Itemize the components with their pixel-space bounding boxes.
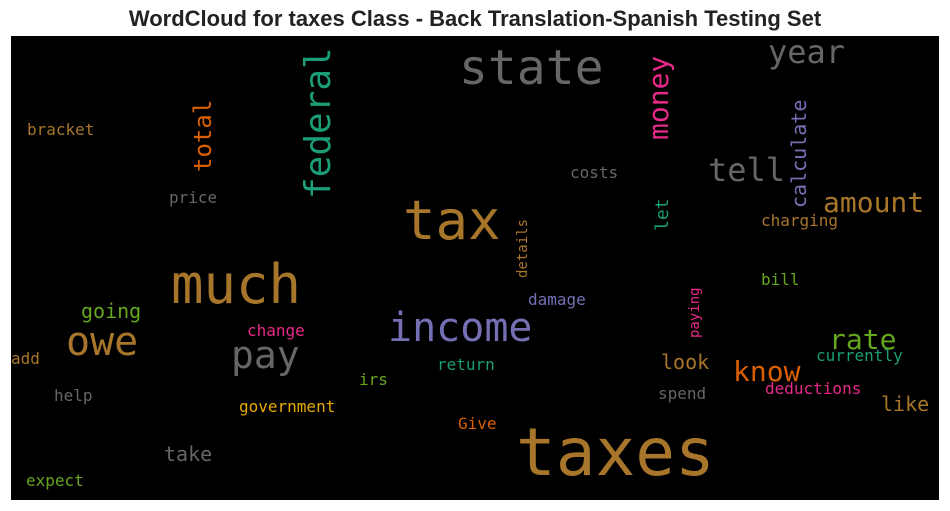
word-charging: charging <box>761 211 839 230</box>
word-take: take <box>164 442 213 466</box>
wordcloud-canvas: taxes much tax state income federal owe pay year… <box>11 36 939 500</box>
word-currently: currently <box>816 346 903 365</box>
chart-title: WordCloud for taxes Class - Back Transla… <box>128 6 822 31</box>
word-return: return <box>437 355 495 374</box>
word-tell: tell <box>708 151 786 189</box>
word-going: going <box>81 299 142 323</box>
word-calculate: calculate <box>787 99 811 208</box>
word-total: total <box>189 99 217 172</box>
word-expect: expect <box>26 471 84 490</box>
word-federal: federal <box>298 47 339 199</box>
word-help: help <box>54 386 93 405</box>
word-change: change <box>247 321 305 340</box>
word-much: much <box>171 253 302 316</box>
word-deductions: deductions <box>765 379 862 398</box>
word-owe: owe <box>66 319 139 365</box>
word-year: year <box>768 36 846 71</box>
word-damage: damage <box>528 290 586 309</box>
word-spend: spend <box>658 384 707 403</box>
word-amount: amount <box>823 186 925 219</box>
word-money: money <box>642 55 675 140</box>
word-tax: tax <box>403 189 501 252</box>
word-income: income <box>388 305 533 351</box>
word-let: let <box>652 198 673 231</box>
word-bracket: bracket <box>27 120 95 139</box>
word-like: like <box>881 392 930 416</box>
word-details: details <box>515 218 531 278</box>
word-add: add <box>11 349 40 368</box>
word-government: government <box>239 397 336 416</box>
word-rate: rate <box>829 323 897 356</box>
word-paying: paying <box>687 287 703 338</box>
word-price: price <box>169 188 218 207</box>
word-bill: bill <box>761 270 800 289</box>
word-look: look <box>661 350 710 374</box>
word-irs: irs <box>359 370 388 389</box>
word-give: Give <box>458 414 497 433</box>
word-costs: costs <box>570 163 619 182</box>
word-pay: pay <box>231 333 300 377</box>
word-state: state <box>459 40 604 96</box>
word-taxes: taxes <box>516 414 715 491</box>
word-know: know <box>733 355 801 388</box>
